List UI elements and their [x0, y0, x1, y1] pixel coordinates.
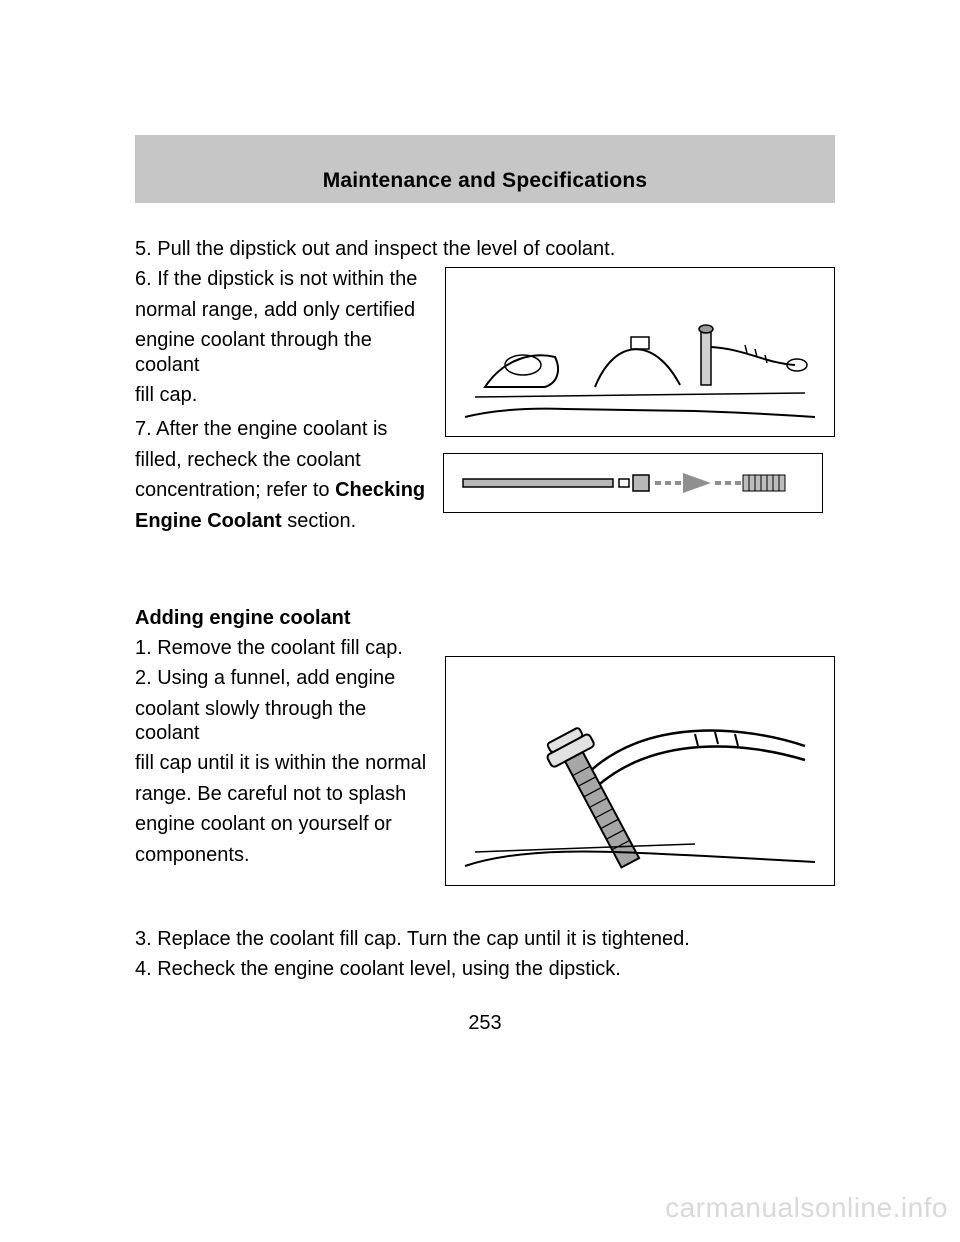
adding-step-2-l6: components.: [135, 843, 435, 867]
adding-step-2-l3: fill cap until it is within the normal: [135, 751, 435, 775]
dipstick-figure: [443, 453, 823, 513]
adding-step-3: 3. Replace the coolant fill cap. Turn th…: [135, 927, 835, 951]
step-6-line4: fill cap.: [135, 383, 435, 407]
step-7-line4: Engine Coolant section.: [135, 509, 435, 533]
step-7-bold1: Checking: [335, 479, 425, 501]
step-6-line2: normal range, add only certified: [135, 298, 435, 322]
step-6-line1: 6. If the dipstick is not within the: [135, 267, 435, 291]
adding-step-2-l2: coolant slowly through the coolant: [135, 697, 435, 746]
adding-step-2-l1: 2. Using a funnel, add engine: [135, 666, 435, 690]
step-7-line1: 7. After the engine coolant is: [135, 417, 435, 441]
step-7-line2: filled, recheck the coolant: [135, 448, 435, 472]
step-7-bold2: Engine Coolant: [135, 510, 282, 532]
engine-dipwell-figure: [445, 267, 835, 437]
top-steps-block: 5. Pull the dipstick out and inspect the…: [135, 237, 835, 1035]
section-title: Maintenance and Specifications: [135, 169, 835, 193]
step-7-line3-prefix: concentration; refer to: [135, 479, 335, 501]
step-7-line3: concentration; refer to Checking: [135, 478, 435, 502]
adding-step-2-l5: engine coolant on yourself or: [135, 812, 435, 836]
watermark: carmanualsonline.info: [665, 1192, 948, 1224]
filler-cap-figure: [445, 656, 835, 886]
step-7-suffix: section.: [282, 510, 356, 532]
adding-block: 1. Remove the coolant fill cap. 2. Using…: [135, 636, 835, 982]
page-number: 253: [135, 1012, 835, 1035]
adding-step-4: 4. Recheck the engine coolant level, usi…: [135, 957, 835, 981]
adding-heading: Adding engine coolant: [135, 607, 835, 630]
step-6-7-with-figure: 6. If the dipstick is not within the nor…: [135, 267, 835, 533]
step-6-line3: engine coolant through the coolant: [135, 328, 435, 377]
step-5: 5. Pull the dipstick out and inspect the…: [135, 237, 835, 261]
section-header: Maintenance and Specifications: [135, 135, 835, 203]
adding-step-2-l4: range. Be careful not to splash: [135, 782, 435, 806]
